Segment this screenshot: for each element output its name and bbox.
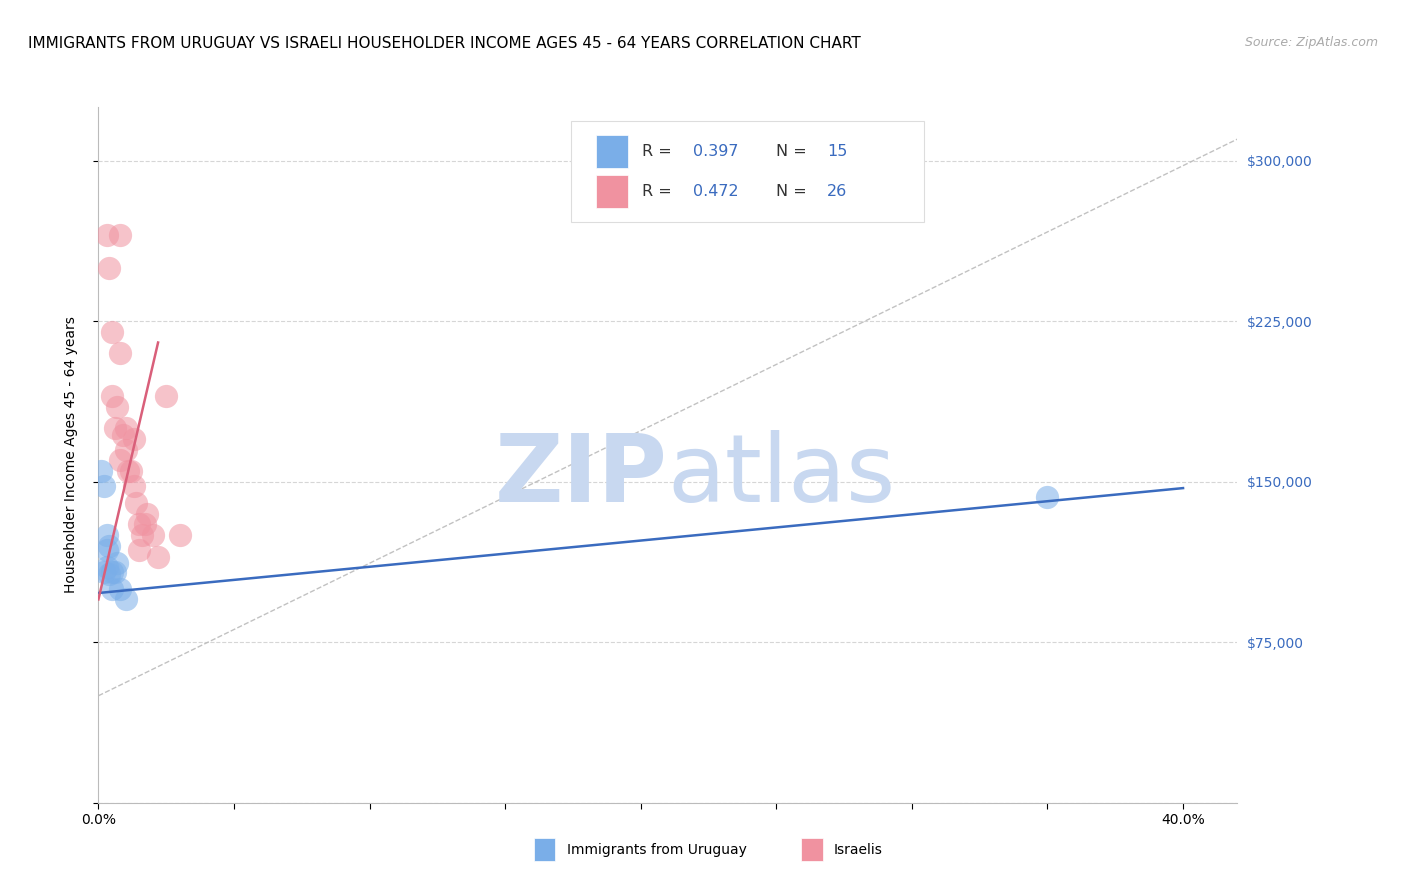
Text: atlas: atlas [668,430,896,522]
FancyBboxPatch shape [571,121,924,222]
Point [134,517,156,532]
Point [108,453,131,467]
Point [108,582,131,596]
Point [101,565,124,579]
Point [96,228,118,243]
Text: Israelis: Israelis [834,843,883,856]
Point [107,556,129,570]
Point [98,566,121,581]
Point [155,389,177,403]
Point [125,496,148,510]
Point [114,421,136,435]
Point [1036,490,1059,504]
Point [128,543,150,558]
Y-axis label: Householder Income Ages 45 - 64 years: Householder Income Ages 45 - 64 years [63,317,77,593]
Text: Immigrants from Uruguay: Immigrants from Uruguay [567,843,747,856]
Point [169,528,191,542]
Point [93,479,115,493]
Text: 0.397: 0.397 [693,145,738,159]
Point [90,464,112,478]
Text: 0.472: 0.472 [693,184,738,199]
Point [93,565,115,579]
Point [136,507,159,521]
Point [128,517,150,532]
Point [104,421,127,435]
Point [111,427,134,442]
Text: N =: N = [776,184,811,199]
Point [101,389,124,403]
Point [122,479,145,493]
Point [104,565,127,579]
Text: R =: R = [641,145,676,159]
Point [107,400,129,414]
Point [114,442,136,457]
Point [108,346,131,360]
Text: R =: R = [641,184,676,199]
Point [120,464,142,478]
Point [96,543,118,558]
Point [131,528,153,542]
Text: 15: 15 [827,145,848,159]
Point [101,325,124,339]
Point [114,592,136,607]
Point [117,464,139,478]
Point [122,432,145,446]
Point [98,539,121,553]
Point [96,560,118,574]
Text: IMMIGRANTS FROM URUGUAY VS ISRAELI HOUSEHOLDER INCOME AGES 45 - 64 YEARS CORRELA: IMMIGRANTS FROM URUGUAY VS ISRAELI HOUSE… [28,36,860,51]
Point [98,260,121,275]
Text: ZIP: ZIP [495,430,668,522]
Text: 26: 26 [827,184,848,199]
Point [96,528,118,542]
Point [142,528,165,542]
Point [108,228,131,243]
Point [146,549,169,564]
Text: Source: ZipAtlas.com: Source: ZipAtlas.com [1244,36,1378,49]
Text: N =: N = [776,145,811,159]
Point [101,582,124,596]
Bar [596,135,628,169]
Bar [596,175,628,208]
